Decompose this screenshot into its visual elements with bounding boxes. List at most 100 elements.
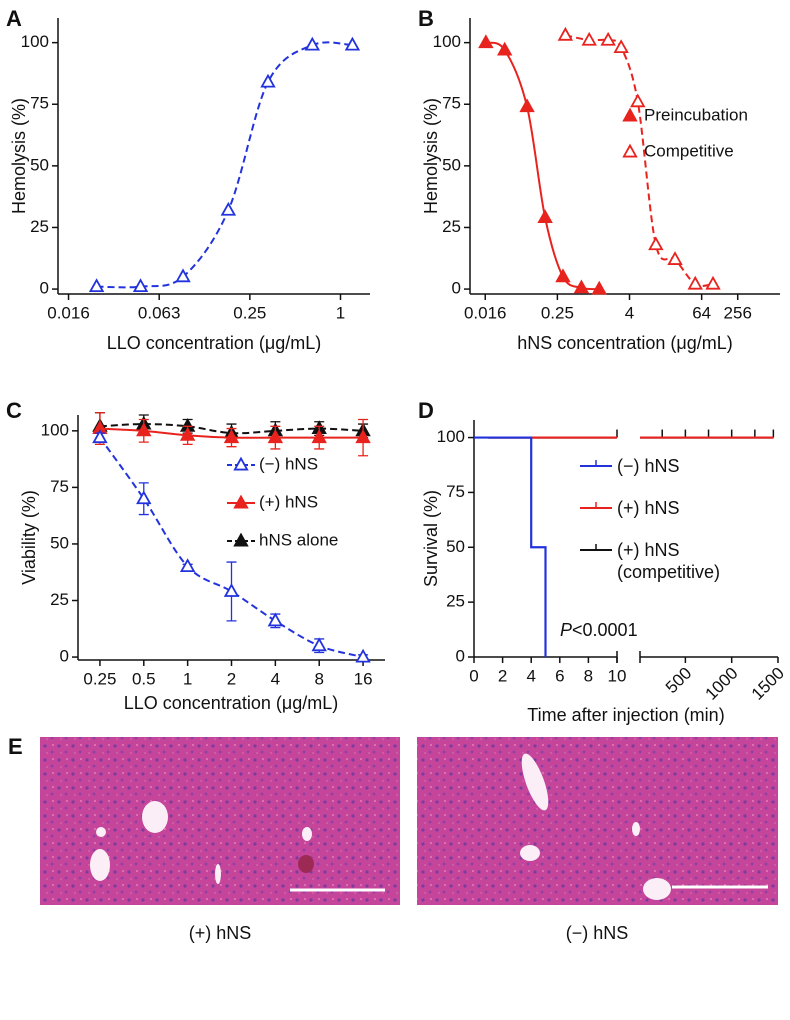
- legend-label: Competitive: [644, 141, 734, 160]
- x-tick-label: 0: [469, 666, 478, 685]
- y-tick-label: 25: [50, 590, 69, 609]
- x-tick-label: 0.25: [541, 303, 574, 322]
- x-axis-title: Time after injection (min): [527, 705, 724, 725]
- y-tick-label: 75: [446, 482, 465, 501]
- data-point: [591, 280, 607, 295]
- data-point: [573, 279, 590, 294]
- data-point: [478, 34, 494, 49]
- x-tick-label: 256: [724, 303, 752, 322]
- x-tick-label: 64: [692, 303, 711, 322]
- survival-line: [474, 436, 547, 657]
- panel-letter: B: [418, 6, 434, 31]
- y-tick-label: 75: [30, 94, 49, 113]
- data-point: [304, 36, 321, 51]
- x-tick-label: 1: [336, 303, 345, 322]
- data-point: [132, 278, 149, 293]
- image-caption: (−) hNS: [566, 923, 629, 943]
- data-point: [136, 422, 152, 437]
- x-tick-label: 1000: [702, 664, 742, 704]
- data-point: [92, 429, 108, 444]
- data-point: [630, 93, 646, 108]
- data-point: [581, 31, 597, 46]
- y-tick-label: 100: [437, 427, 465, 446]
- x-tick-label: 2: [498, 666, 507, 685]
- data-point: [223, 583, 240, 597]
- data-point: [648, 236, 664, 251]
- x-tick-label: 8: [584, 666, 593, 685]
- data-point: [267, 429, 284, 444]
- x-tick-label: 0.063: [138, 303, 181, 322]
- x-axis-title: hNS concentration (μg/mL): [517, 333, 732, 353]
- x-tick-label: 500: [662, 664, 695, 697]
- x-tick-label: 2: [227, 669, 236, 688]
- data-point: [705, 275, 721, 290]
- data-point: [223, 429, 240, 444]
- data-point: [260, 73, 276, 88]
- legend-label: (+) hNS: [617, 498, 680, 518]
- legend-swatch: [233, 456, 249, 471]
- y-tick-label: 25: [446, 592, 465, 611]
- data-point: [519, 98, 535, 113]
- y-tick-label: 100: [433, 32, 461, 51]
- y-tick-label: 100: [41, 420, 69, 439]
- legend-label: (+) hNS (competitive): [617, 540, 721, 582]
- panel-letter: D: [418, 398, 434, 423]
- x-tick-label: 0.25: [233, 303, 266, 322]
- data-point: [687, 275, 703, 290]
- x-tick-label: 6: [555, 666, 564, 685]
- y-tick-label: 75: [50, 477, 69, 496]
- data-point: [179, 427, 196, 441]
- data-point: [600, 31, 616, 46]
- panel-letter: E: [8, 734, 23, 759]
- legend-label: (−) hNS: [617, 456, 680, 476]
- x-tick-label: 0.5: [132, 669, 156, 688]
- data-point: [267, 612, 284, 627]
- x-tick-label: 16: [354, 669, 373, 688]
- y-tick-label: 0: [452, 279, 461, 298]
- y-tick-label: 0: [40, 279, 49, 298]
- data-point: [355, 429, 371, 444]
- y-tick-label: 0: [456, 646, 465, 665]
- y-axis-title: Hemolysis (%): [421, 98, 441, 214]
- y-tick-label: 50: [30, 155, 49, 174]
- y-axis-title: Viability (%): [19, 490, 39, 585]
- data-point: [496, 41, 513, 56]
- legend-label: Preincubation: [644, 105, 748, 124]
- x-tick-label: 1500: [748, 664, 788, 704]
- data-point: [220, 201, 237, 216]
- legend-swatch: [233, 532, 249, 547]
- legend-label: (+) hNS: [259, 492, 318, 511]
- x-tick-label: 1: [183, 669, 192, 688]
- data-point: [175, 268, 191, 283]
- legend-swatch: [622, 107, 638, 122]
- y-tick-label: 25: [30, 217, 49, 236]
- fit-line: [565, 34, 714, 287]
- y-axis-title: Survival (%): [421, 490, 441, 587]
- annotation: P<0.0001: [560, 620, 638, 640]
- data-point: [557, 26, 574, 41]
- y-tick-label: 50: [50, 533, 69, 552]
- data-point: [537, 209, 553, 224]
- x-tick-label: 0.25: [83, 669, 116, 688]
- data-point: [136, 490, 152, 505]
- image-caption: (+) hNS: [189, 923, 252, 943]
- data-point: [613, 39, 629, 54]
- x-tick-label: 8: [314, 669, 323, 688]
- y-tick-label: 0: [60, 647, 69, 666]
- fit-line: [485, 41, 600, 291]
- data-point: [355, 648, 371, 663]
- legend-label: (−) hNS: [259, 454, 318, 473]
- x-tick-label: 4: [271, 669, 280, 688]
- micrograph-right: [417, 737, 778, 905]
- fit-line: [96, 41, 353, 289]
- data-point: [311, 429, 327, 444]
- x-axis-title: LLO concentration (μg/mL): [124, 693, 338, 713]
- data-point: [555, 268, 571, 283]
- x-tick-label: 0.016: [47, 303, 90, 322]
- y-axis-title: Hemolysis (%): [9, 98, 29, 214]
- x-tick-label: 10: [608, 666, 627, 685]
- data-point: [311, 637, 327, 652]
- data-point: [667, 251, 683, 265]
